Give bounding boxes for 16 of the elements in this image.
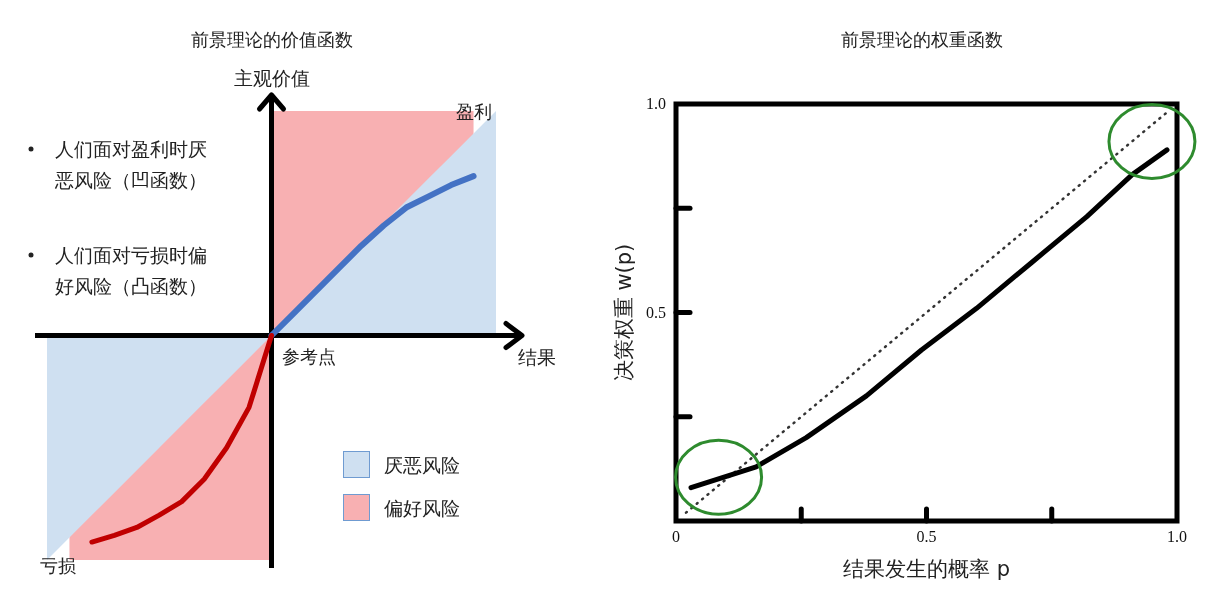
x-tick-label: 1.0 xyxy=(1167,528,1187,545)
y-axis-title: 决策权重 w(p) xyxy=(612,243,636,382)
annotation: 盈利 xyxy=(456,101,492,122)
x-tick-label: 0.5 xyxy=(916,528,937,545)
legend-label: 偏好风险 xyxy=(383,496,460,519)
legend-label: 厌恶风险 xyxy=(383,453,460,476)
x-tick-label: 0 xyxy=(672,528,680,545)
chart-title: 前景理论的权重函数 xyxy=(841,29,1003,50)
y-axis-title: 主观价值 xyxy=(233,67,310,89)
annotation: 人们面对盈利时厌恶风险（凹函数） xyxy=(54,138,207,191)
annotation: 人们面对亏损时偏好风险（凸函数） xyxy=(55,244,207,297)
x-axis-title: 结果发生的概率 p xyxy=(842,557,1011,581)
x-axis-title: 结果 xyxy=(518,345,556,368)
annotation: 亏损 xyxy=(40,555,76,576)
chart-title: 前景理论的价值函数 xyxy=(191,29,353,50)
annotation: 参考点 xyxy=(282,346,336,367)
